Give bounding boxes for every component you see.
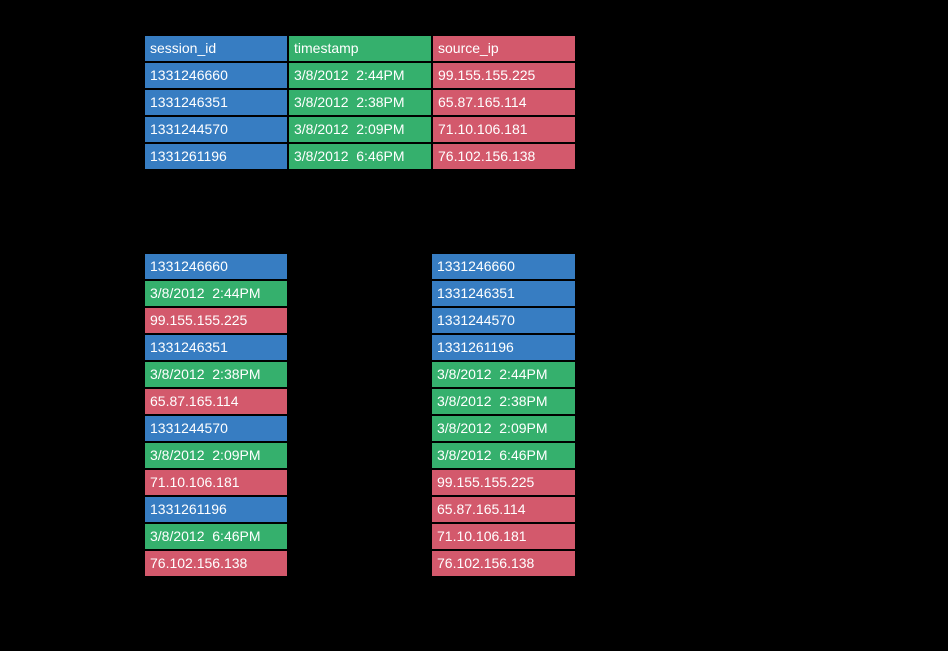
list-cell-session_id: 1331246660: [432, 254, 575, 279]
row-major-cell-list: 1331246660 3/8/2012 2:44PM 99.155.155.225 1…: [145, 254, 287, 576]
list-cell-source_ip: 99.155.155.225: [432, 470, 575, 495]
table-cell-source_ip: 65.87.165.114: [433, 90, 575, 115]
list-cell-session_id: 1331246660: [145, 254, 287, 279]
table-cell-timestamp: 3/8/2012 2:38PM: [289, 90, 431, 115]
table-cell-session_id: 1331246351: [145, 90, 287, 115]
table-cell-timestamp: 3/8/2012 2:09PM: [289, 117, 431, 142]
table-cell-timestamp: 3/8/2012 6:46PM: [289, 144, 431, 169]
list-cell-session_id: 1331246351: [432, 281, 575, 306]
column-header-timestamp: timestamp: [289, 36, 431, 61]
list-cell-timestamp: 3/8/2012 2:38PM: [145, 362, 287, 387]
list-cell-session_id: 1331244570: [145, 416, 287, 441]
column-header-session_id: session_id: [145, 36, 287, 61]
table-cell-timestamp: 3/8/2012 2:44PM: [289, 63, 431, 88]
list-cell-timestamp: 3/8/2012 2:38PM: [432, 389, 575, 414]
list-cell-timestamp: 3/8/2012 6:46PM: [432, 443, 575, 468]
list-cell-source_ip: 65.87.165.114: [145, 389, 287, 414]
list-cell-source_ip: 71.10.106.181: [432, 524, 575, 549]
list-cell-source_ip: 71.10.106.181: [145, 470, 287, 495]
list-cell-timestamp: 3/8/2012 2:09PM: [145, 443, 287, 468]
list-cell-timestamp: 3/8/2012 2:44PM: [432, 362, 575, 387]
events-table: session_id timestamp source_ip 1331246660 3/…: [145, 36, 575, 169]
table-cell-session_id: 1331261196: [145, 144, 287, 169]
list-cell-session_id: 1331261196: [432, 335, 575, 360]
list-cell-timestamp: 3/8/2012 2:44PM: [145, 281, 287, 306]
list-cell-timestamp: 3/8/2012 2:09PM: [432, 416, 575, 441]
column-header-source_ip: source_ip: [433, 36, 575, 61]
table-cell-session_id: 1331246660: [145, 63, 287, 88]
list-cell-timestamp: 3/8/2012 6:46PM: [145, 524, 287, 549]
table-cell-source_ip: 99.155.155.225: [433, 63, 575, 88]
list-cell-source_ip: 76.102.156.138: [432, 551, 575, 576]
list-cell-session_id: 1331261196: [145, 497, 287, 522]
list-cell-source_ip: 65.87.165.114: [432, 497, 575, 522]
column-major-cell-list: 1331246660 1331246351 1331244570 1331261196…: [432, 254, 575, 576]
list-cell-session_id: 1331246351: [145, 335, 287, 360]
list-cell-source_ip: 99.155.155.225: [145, 308, 287, 333]
table-cell-source_ip: 76.102.156.138: [433, 144, 575, 169]
list-cell-session_id: 1331244570: [432, 308, 575, 333]
table-cell-source_ip: 71.10.106.181: [433, 117, 575, 142]
list-cell-source_ip: 76.102.156.138: [145, 551, 287, 576]
table-cell-session_id: 1331244570: [145, 117, 287, 142]
